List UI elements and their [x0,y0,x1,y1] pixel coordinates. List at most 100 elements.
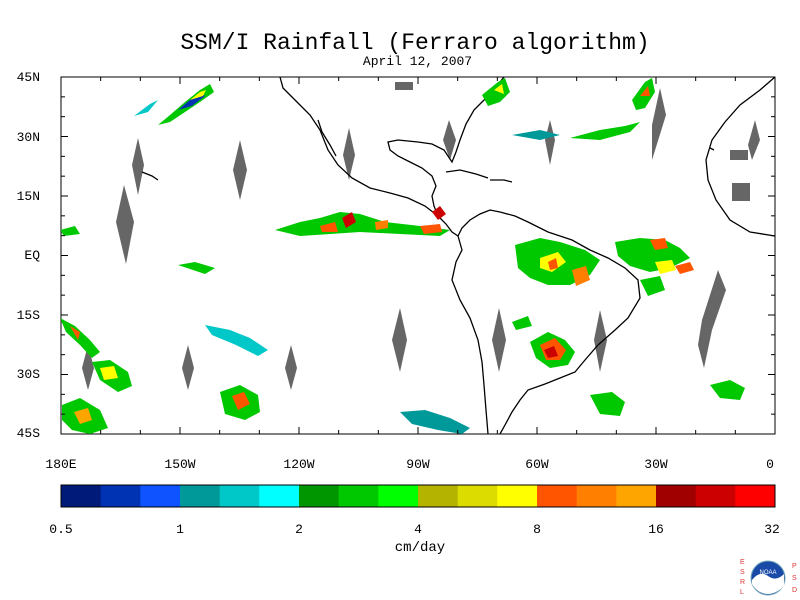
rain-patch [512,130,560,140]
swath-gap [343,128,355,180]
colorbar-label: 32 [764,522,780,537]
swath-gap [748,120,760,160]
rain-patch [61,226,80,236]
colorbar-label: 1 [176,522,184,537]
colorbar-label: 2 [295,522,303,537]
colorbar-swatch [180,485,221,507]
lon-label-180e: 180E [45,457,77,472]
lon-label-0: 0 [766,457,774,472]
swath-gap [492,308,506,372]
colorbar-swatch [61,485,102,507]
swath-gap [698,270,726,368]
rain-patch [675,262,694,274]
colorbar-swatch [616,485,657,507]
rain-patch [655,260,676,274]
colorbar-units: cm/day [394,540,446,556]
colorbar-swatch [735,485,776,507]
logo-left-letter: E [740,559,745,566]
logo-right-letter: D [792,587,797,594]
coastline-hispaniola [490,179,513,183]
swath-gap [132,138,144,195]
swath-gap [652,88,666,160]
rain-patch [432,206,446,220]
colorbar-swatch [656,485,697,507]
map-title: SSM/I Rainfall (Ferraro algorithm) [180,30,650,56]
rain-patch [400,410,470,434]
coastline-cuba [445,169,489,179]
swath-gap [732,183,750,201]
lon-label-150w: 150W [164,457,196,472]
colorbar-swatch [100,485,141,507]
colorbar-swatch [219,485,260,507]
rain-patch [494,84,504,94]
colorbar-swatch [338,485,379,507]
colorbar-frame [60,484,776,508]
lat-label-45n: 45N [16,70,40,85]
colorbar-swatch [140,485,181,507]
swath-gap [443,120,456,160]
rain-patch [232,392,250,410]
swath-gap [594,310,607,372]
logo-right-letter: P [792,563,797,570]
logo-center-text: NOAA [759,570,776,576]
lat-label-15s: 15S [16,308,40,323]
swath-gap [730,150,748,160]
rain-patch [70,326,80,340]
rain-patch [650,238,668,250]
noaa-logo: E S R L NOAA P S D [740,559,797,596]
missing-data-swaths [82,82,760,390]
rain-patch [61,318,100,358]
lon-label-30w: 30W [644,457,668,472]
rain-patch [710,380,745,400]
coastline-sa-atlantic [499,235,641,434]
colorbar-swatch [695,485,736,507]
rain-patch [342,212,356,228]
swath-gap [233,140,247,200]
rain-patch [572,266,590,286]
rain-patch [134,100,158,116]
colorbar-swatch [497,485,538,507]
lat-label-eq: EQ [24,248,40,263]
swath-gap [392,308,407,372]
coastline-gulf-atlantic [387,77,505,217]
rain-patch [548,258,558,270]
colorbar-swatch [418,485,459,507]
colorbar-swatch [378,485,419,507]
swath-gap [182,345,194,390]
rain-patch [178,262,215,274]
colorbar-swatch [259,485,300,507]
colorbar-label: 8 [533,522,541,537]
rain-patch [590,392,625,416]
rain-patch [205,325,268,356]
logo-right-letter: S [792,575,797,582]
rain-patch [570,122,640,140]
swath-gap [395,82,413,90]
logo-left-letter: L [740,589,744,596]
map-ticks [60,76,776,435]
coastline-africa [705,77,775,237]
coastline-canary [709,147,715,151]
swath-gap [82,345,94,390]
noaa-gull-icon [752,573,784,594]
rain-patch [74,408,92,424]
lon-label-90w: 90W [406,457,430,472]
logo-left-letter: R [740,579,745,586]
lat-label-30n: 30N [16,130,40,145]
coastline-hawaii [141,171,159,181]
rain-patch [275,212,450,236]
rain-patch [640,276,665,296]
colorbar-swatch [457,485,498,507]
lat-label-45s: 45S [16,426,40,441]
coastline-sa-pacific [451,235,489,434]
rain-patch [640,86,650,96]
lat-label-15n: 15N [16,189,40,204]
colorbar [60,484,776,508]
colorbar-label: 4 [414,522,422,537]
rain-patch [320,222,338,232]
lon-label-60w: 60W [525,457,549,472]
coastline-caribbean-south [457,209,561,237]
swath-gap [116,185,134,264]
colorbar-label: 0.5 [49,522,73,537]
